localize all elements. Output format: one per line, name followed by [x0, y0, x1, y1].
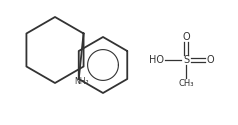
Text: NH₂: NH₂ [74, 76, 89, 86]
Text: O: O [206, 55, 214, 65]
Text: HO: HO [149, 55, 164, 65]
Text: O: O [182, 32, 190, 42]
Text: S: S [183, 55, 189, 65]
Text: CH₃: CH₃ [178, 78, 194, 88]
